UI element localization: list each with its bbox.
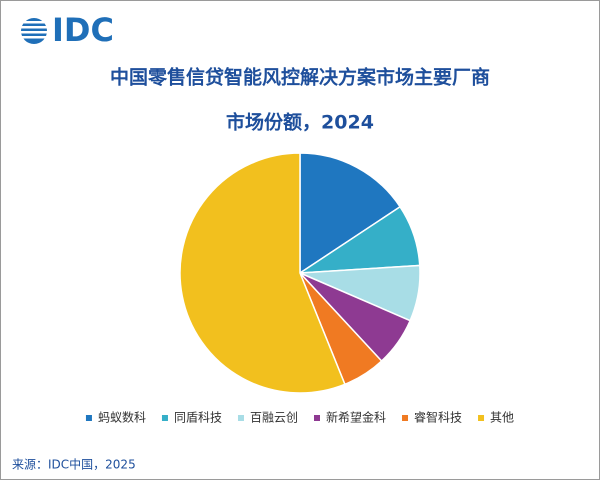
legend-label: 其他 [490,411,514,425]
pie-slice [179,152,346,394]
legend-swatch [161,415,168,421]
chart-title: 中国零售信贷智能风控解决方案市场主要厂商 [110,66,490,89]
legend-swatch [237,415,244,421]
legend-swatch [85,415,92,421]
logo-globe [20,18,48,44]
source-note: 来源：IDC中国，2025 [12,457,136,472]
legend-label: 睿智科技 [414,410,462,425]
legend-label: 同盾科技 [174,411,222,425]
legend-label: 新希望金科 [326,410,386,425]
logo-text: IDC [52,11,114,49]
legend-label: 百融云创 [250,411,298,425]
legend-swatch [314,415,320,421]
legend-swatch [478,415,485,421]
chart-subtitle: 市场份额，2024 [226,111,374,134]
legend-swatch [402,415,409,421]
pie-slice [299,152,402,275]
legend-label: 蚂蚁数科 [98,410,146,425]
